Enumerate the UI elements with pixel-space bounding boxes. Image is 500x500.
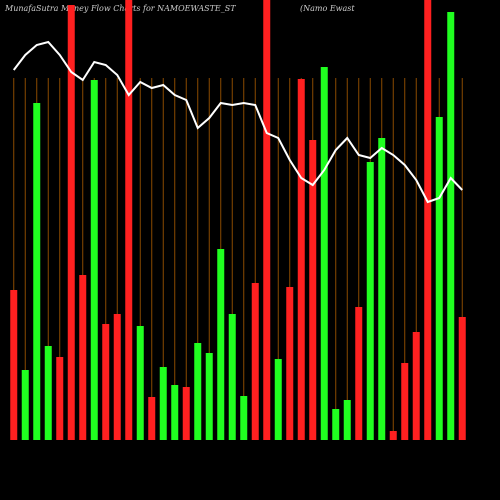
bar (412, 332, 420, 440)
bar (343, 400, 351, 440)
bar (309, 140, 317, 440)
bar (159, 367, 167, 440)
bar (182, 387, 190, 440)
bar (125, 0, 133, 440)
bar (21, 370, 29, 440)
bar (447, 12, 455, 440)
bar (205, 353, 213, 440)
bar (113, 314, 121, 440)
bar (56, 357, 64, 440)
bar (286, 287, 294, 440)
bar (378, 138, 386, 440)
bar (297, 79, 305, 440)
bar (136, 326, 144, 440)
bar (332, 409, 340, 440)
bar (458, 317, 466, 440)
chart-subtitle: (Namo Ewast (300, 4, 355, 13)
bar (366, 162, 374, 440)
bar (274, 359, 282, 440)
bar (44, 346, 52, 440)
bar (102, 324, 110, 440)
bar (320, 67, 328, 440)
chart-title: MunafaSutra Money Flow Charts for NAMOEW… (4, 4, 236, 13)
bar (148, 397, 156, 440)
bar (401, 363, 409, 440)
bar (217, 249, 225, 440)
bar (355, 307, 363, 440)
bar (435, 117, 443, 440)
line (12, 40, 463, 204)
bar (240, 396, 248, 440)
bar (171, 385, 179, 440)
bar (90, 80, 98, 440)
bar (33, 103, 41, 440)
bar (251, 283, 259, 440)
bar (10, 290, 18, 440)
bar (424, 0, 432, 440)
bar (389, 431, 397, 440)
bar (228, 314, 236, 440)
bar (67, 5, 75, 440)
bar (263, 0, 271, 440)
bar (79, 275, 87, 440)
bar (194, 343, 202, 440)
